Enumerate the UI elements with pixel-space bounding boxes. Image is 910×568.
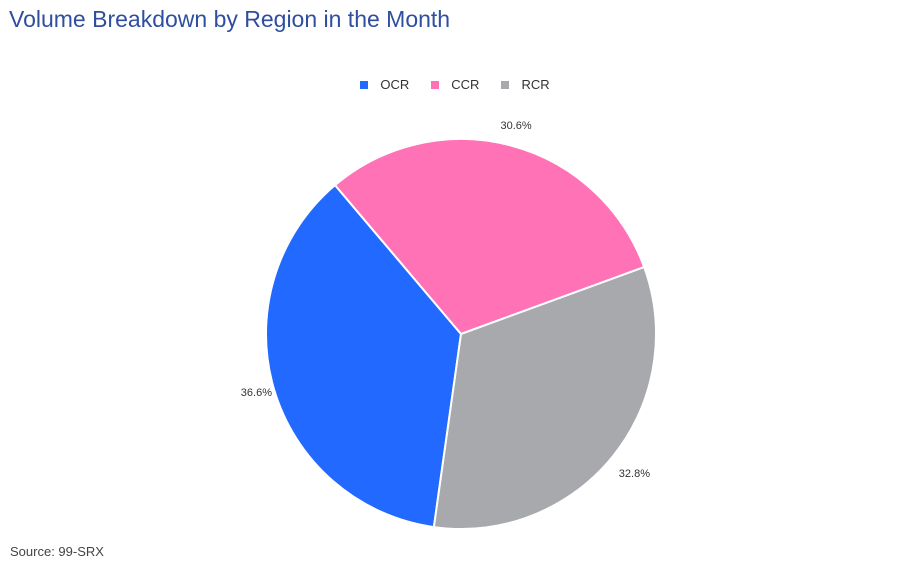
legend-swatch-ocr [360,80,369,89]
legend-swatch-ccr [431,80,440,89]
pie-labels: 36.6% 30.6% 32.8% [241,120,650,480]
pie-slice-rcr[interactable] [432,265,658,530]
pie-label-ccr: 30.6% [500,120,531,132]
pie-slice-ccr[interactable] [333,137,646,336]
legend-swatch-rcr [501,80,510,89]
source-note: Source: 99-SRX [10,544,104,559]
legend-label-rcr: RCR [521,77,550,92]
pie-slices [265,137,658,530]
legend-item-rcr[interactable]: RCR [501,77,550,92]
legend-label-ocr: OCR [380,77,410,92]
legend-item-ccr[interactable]: CCR [431,77,479,92]
legend-item-ocr[interactable]: OCR [360,77,409,92]
pie-slice-ocr[interactable] [265,183,463,529]
legend: OCR CCR RCR [0,77,910,92]
legend-label-ccr: CCR [451,77,480,92]
pie-label-rcr: 32.8% [619,468,650,480]
chart-title: Volume Breakdown by Region in the Month [9,6,451,32]
pie-label-ocr: 36.6% [241,387,272,399]
